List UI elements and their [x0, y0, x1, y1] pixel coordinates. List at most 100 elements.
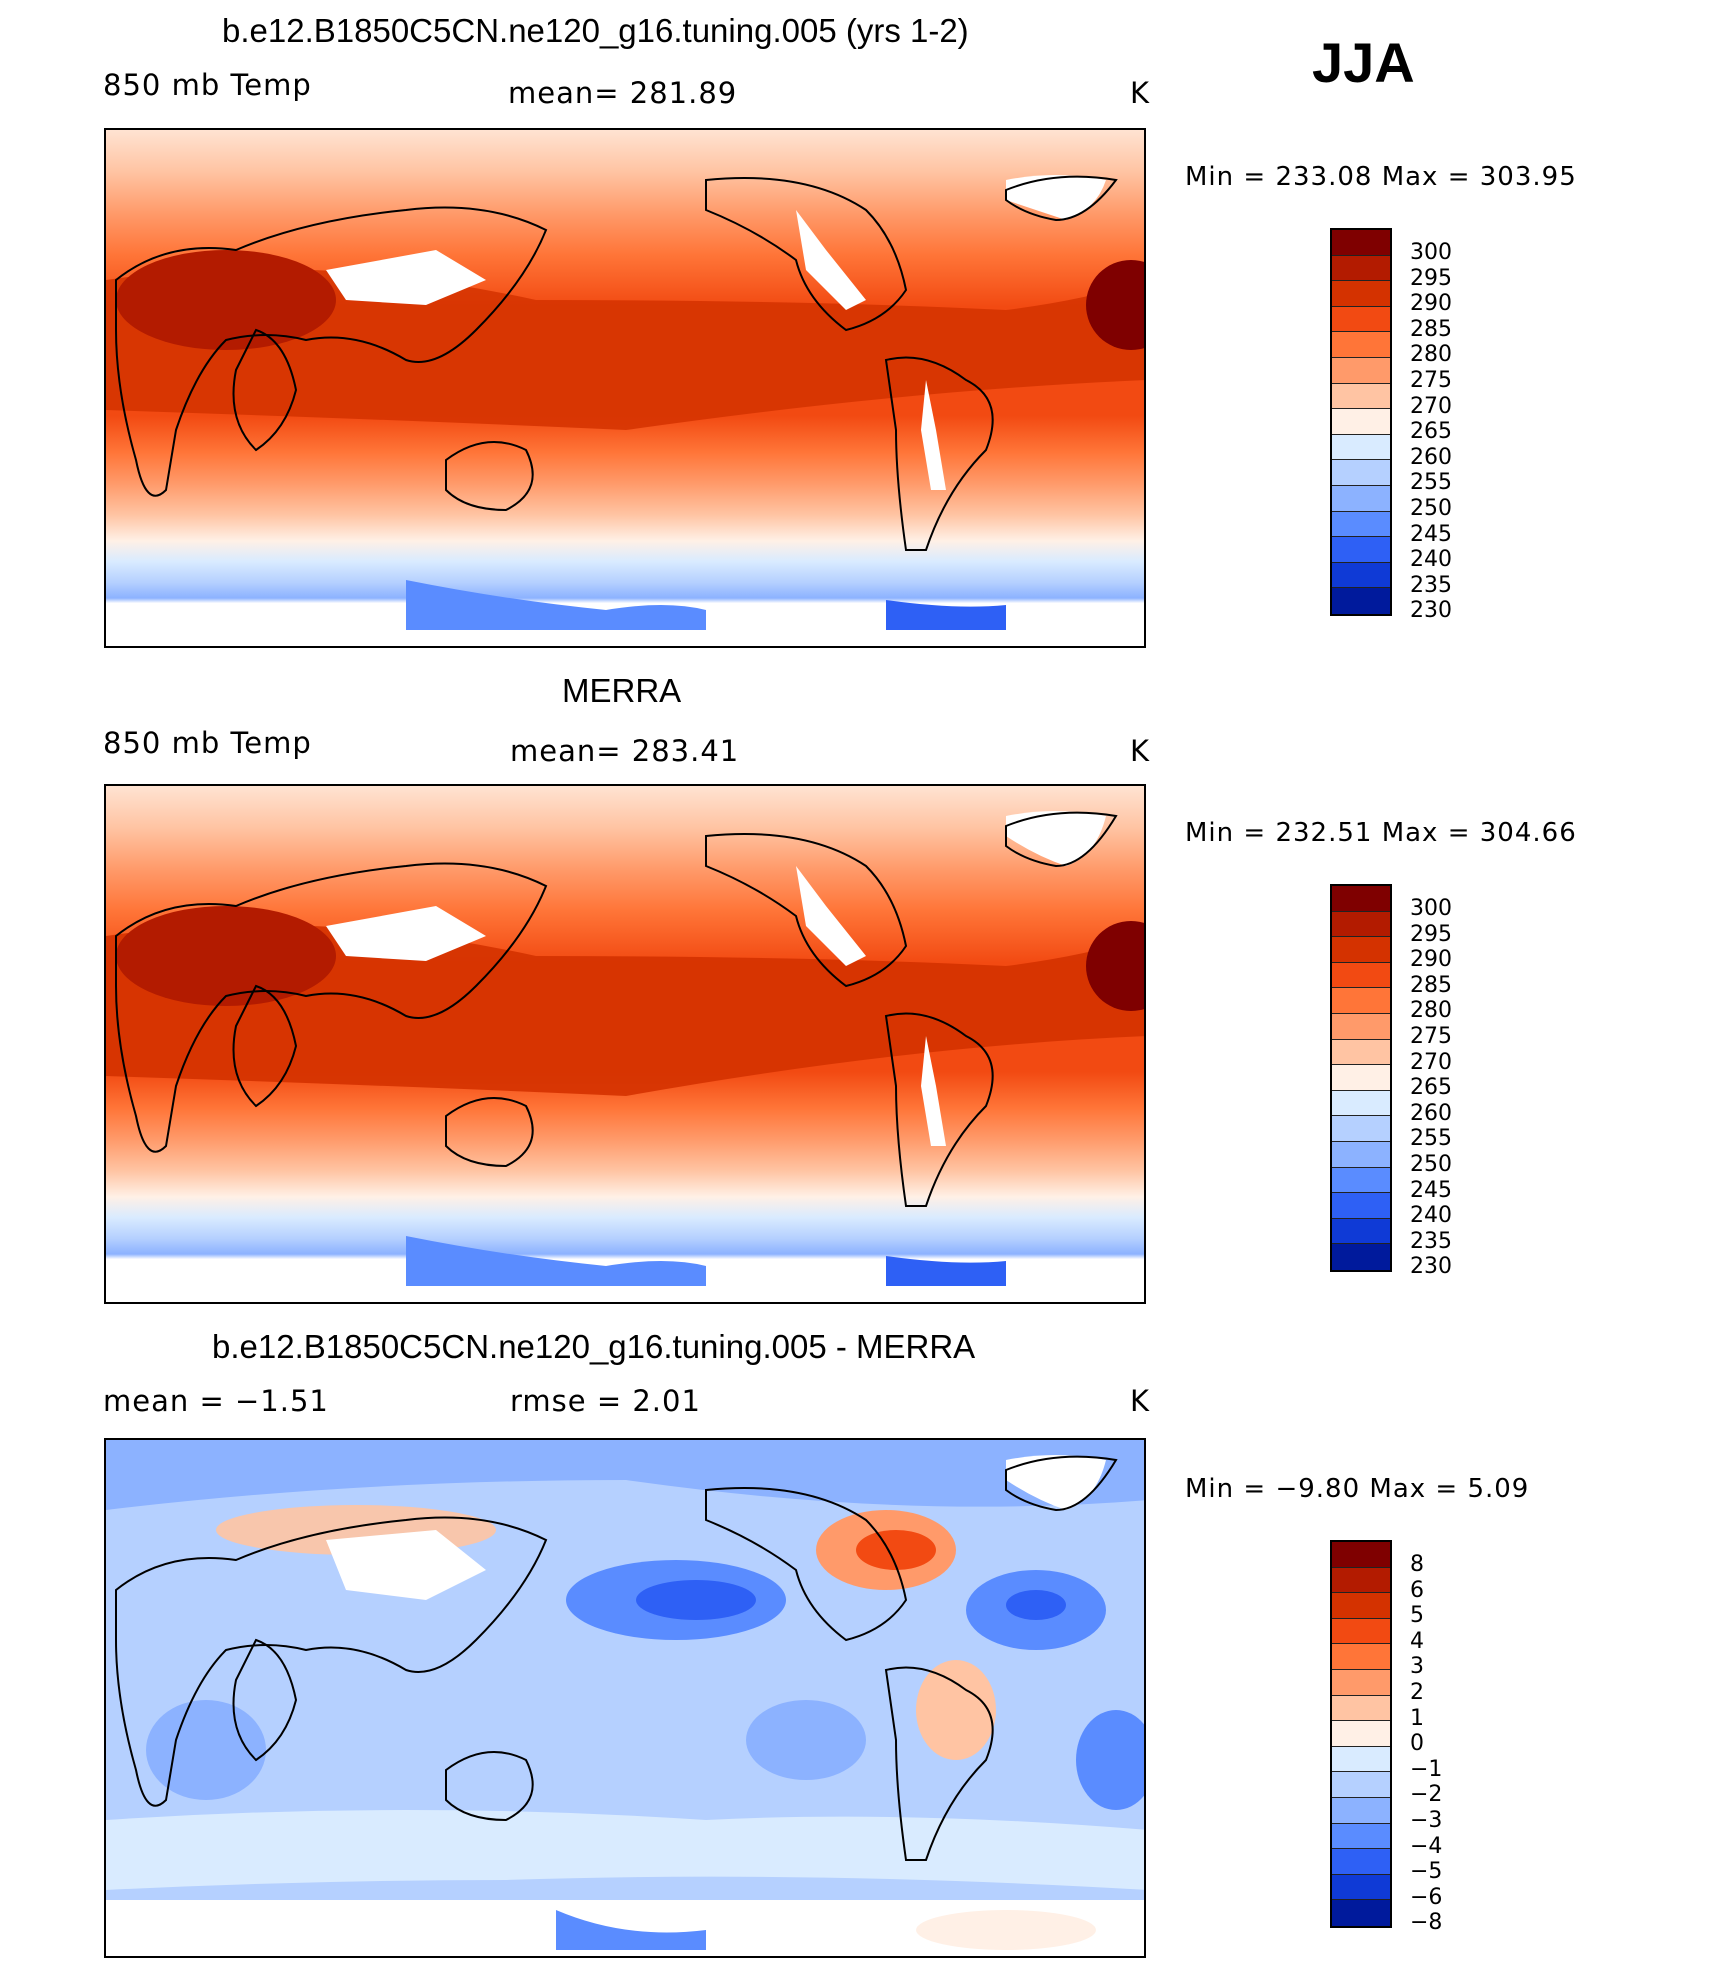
colorbar-label: 240: [1410, 547, 1452, 573]
colorbar-swatch: [1332, 1218, 1390, 1245]
min-max-diff: Min = −9.80 Max = 5.09: [1185, 1474, 1530, 1504]
panel-title-obs: MERRA: [562, 672, 682, 709]
colorbar-label: 285: [1410, 972, 1452, 998]
rmse-label-diff: rmse = 2.01: [510, 1384, 701, 1418]
colorbar-label: 230: [1410, 598, 1452, 624]
mean-label-obs: mean= 283.41: [510, 734, 740, 768]
colorbar-label: −6: [1410, 1884, 1443, 1910]
colorbar-label: 4: [1410, 1628, 1424, 1654]
colorbar-diff-swatches: [1330, 1540, 1392, 1928]
colorbar-swatch: [1332, 357, 1390, 384]
colorbar-label: 250: [1410, 1152, 1452, 1177]
colorbar-swatch: [1332, 1849, 1390, 1875]
colorbar-swatch: [1332, 1065, 1390, 1091]
colorbar-label: 275: [1410, 368, 1452, 393]
mean-label-model: mean= 281.89: [508, 76, 738, 110]
colorbar-label: −8: [1410, 1910, 1443, 1936]
colorbar-swatch: [1332, 1721, 1390, 1747]
colorbar-swatch: [1332, 1900, 1390, 1926]
colorbar-label: 255: [1410, 1126, 1452, 1152]
colorbar-label: 240: [1410, 1203, 1452, 1229]
colorbar-label: 280: [1410, 342, 1452, 368]
colorbar-swatch: [1332, 255, 1390, 282]
colorbar-model-swatches: [1330, 228, 1392, 616]
colorbar-label: 1: [1410, 1705, 1424, 1731]
min-max-model: Min = 233.08 Max = 303.95: [1185, 162, 1577, 192]
mean-label-diff: mean = −1.51: [103, 1384, 329, 1418]
panel-title-model: b.e12.B1850C5CN.ne120_g16.tuning.005 (yr…: [222, 12, 969, 49]
colorbar-obs-swatches: [1330, 884, 1392, 1272]
colorbar-label: 265: [1410, 419, 1452, 445]
colorbar-swatch: [1332, 1090, 1390, 1117]
variable-label-model: 850 mb Temp: [103, 68, 312, 102]
colorbar-label: −4: [1410, 1833, 1443, 1859]
colorbar-label: 250: [1410, 496, 1452, 521]
map-obs: [104, 784, 1146, 1304]
colorbar-swatch: [1332, 409, 1390, 435]
colorbar-swatch: [1332, 383, 1390, 410]
colorbar-swatch: [1332, 1193, 1390, 1219]
colorbar-swatch: [1332, 537, 1390, 563]
colorbar-swatch: [1332, 588, 1390, 614]
colorbar-swatch: [1332, 281, 1390, 307]
colorbar-swatch: [1332, 886, 1390, 912]
colorbar-swatch: [1332, 1141, 1390, 1168]
colorbar-swatch: [1332, 1167, 1390, 1194]
colorbar-swatch: [1332, 1244, 1390, 1270]
colorbar-label: 260: [1410, 444, 1452, 470]
colorbar-swatch: [1332, 911, 1390, 938]
colorbar-label: 0: [1410, 1731, 1424, 1757]
map-model: [104, 128, 1146, 648]
colorbar-swatch: [1332, 1116, 1390, 1142]
colorbar-swatch: [1332, 1772, 1390, 1798]
colorbar-label: 6: [1410, 1577, 1424, 1603]
colorbar-label: 280: [1410, 998, 1452, 1024]
colorbar-swatch: [1332, 1593, 1390, 1619]
colorbar-swatch: [1332, 1874, 1390, 1901]
colorbar-swatch: [1332, 511, 1390, 538]
colorbar-swatch: [1332, 306, 1390, 333]
colorbar-swatch: [1332, 1746, 1390, 1773]
colorbar-label: 290: [1410, 947, 1452, 973]
colorbar-swatch: [1332, 1039, 1390, 1066]
colorbar-label: 295: [1410, 921, 1452, 947]
colorbar-swatch: [1332, 485, 1390, 512]
colorbar-swatch: [1332, 332, 1390, 358]
colorbar-swatch: [1332, 434, 1390, 461]
colorbar-label: 285: [1410, 316, 1452, 342]
colorbar-label: 235: [1410, 1228, 1452, 1254]
colorbar-swatch: [1332, 1797, 1390, 1824]
variable-label-obs: 850 mb Temp: [103, 726, 312, 760]
map-diff: [104, 1438, 1146, 1958]
colorbar-label: 3: [1410, 1654, 1424, 1680]
min-max-obs: Min = 232.51 Max = 304.66: [1185, 818, 1577, 848]
colorbar-label: 295: [1410, 265, 1452, 291]
colorbar-swatch: [1332, 962, 1390, 989]
colorbar-swatch: [1332, 1695, 1390, 1722]
colorbar-swatch: [1332, 1669, 1390, 1696]
colorbar-swatch: [1332, 460, 1390, 486]
colorbar-label: −2: [1410, 1782, 1443, 1808]
units-label-obs: K: [1130, 734, 1151, 768]
colorbar-swatch: [1332, 1618, 1390, 1645]
colorbar-swatch: [1332, 1823, 1390, 1850]
colorbar-label: 270: [1410, 1049, 1452, 1075]
colorbar-label: 255: [1410, 470, 1452, 496]
colorbar-label: 235: [1410, 572, 1452, 598]
colorbar-label: 275: [1410, 1024, 1452, 1049]
colorbar-label: 230: [1410, 1254, 1452, 1280]
colorbar-swatch: [1332, 230, 1390, 256]
units-label-diff: K: [1130, 1384, 1151, 1418]
panel-title-diff: b.e12.B1850C5CN.ne120_g16.tuning.005 - M…: [212, 1328, 976, 1365]
colorbar-label: 265: [1410, 1075, 1452, 1101]
colorbar-label: 290: [1410, 291, 1452, 317]
colorbar-swatch: [1332, 562, 1390, 589]
colorbar-label: 245: [1410, 1177, 1452, 1203]
colorbar-label: 2: [1410, 1680, 1424, 1705]
colorbar-label: −1: [1410, 1756, 1443, 1782]
colorbar-label: −5: [1410, 1859, 1443, 1885]
colorbar-swatch: [1332, 988, 1390, 1014]
colorbar-label: 8: [1410, 1552, 1424, 1577]
units-label-model: K: [1130, 76, 1151, 110]
colorbar-swatch: [1332, 1542, 1390, 1568]
